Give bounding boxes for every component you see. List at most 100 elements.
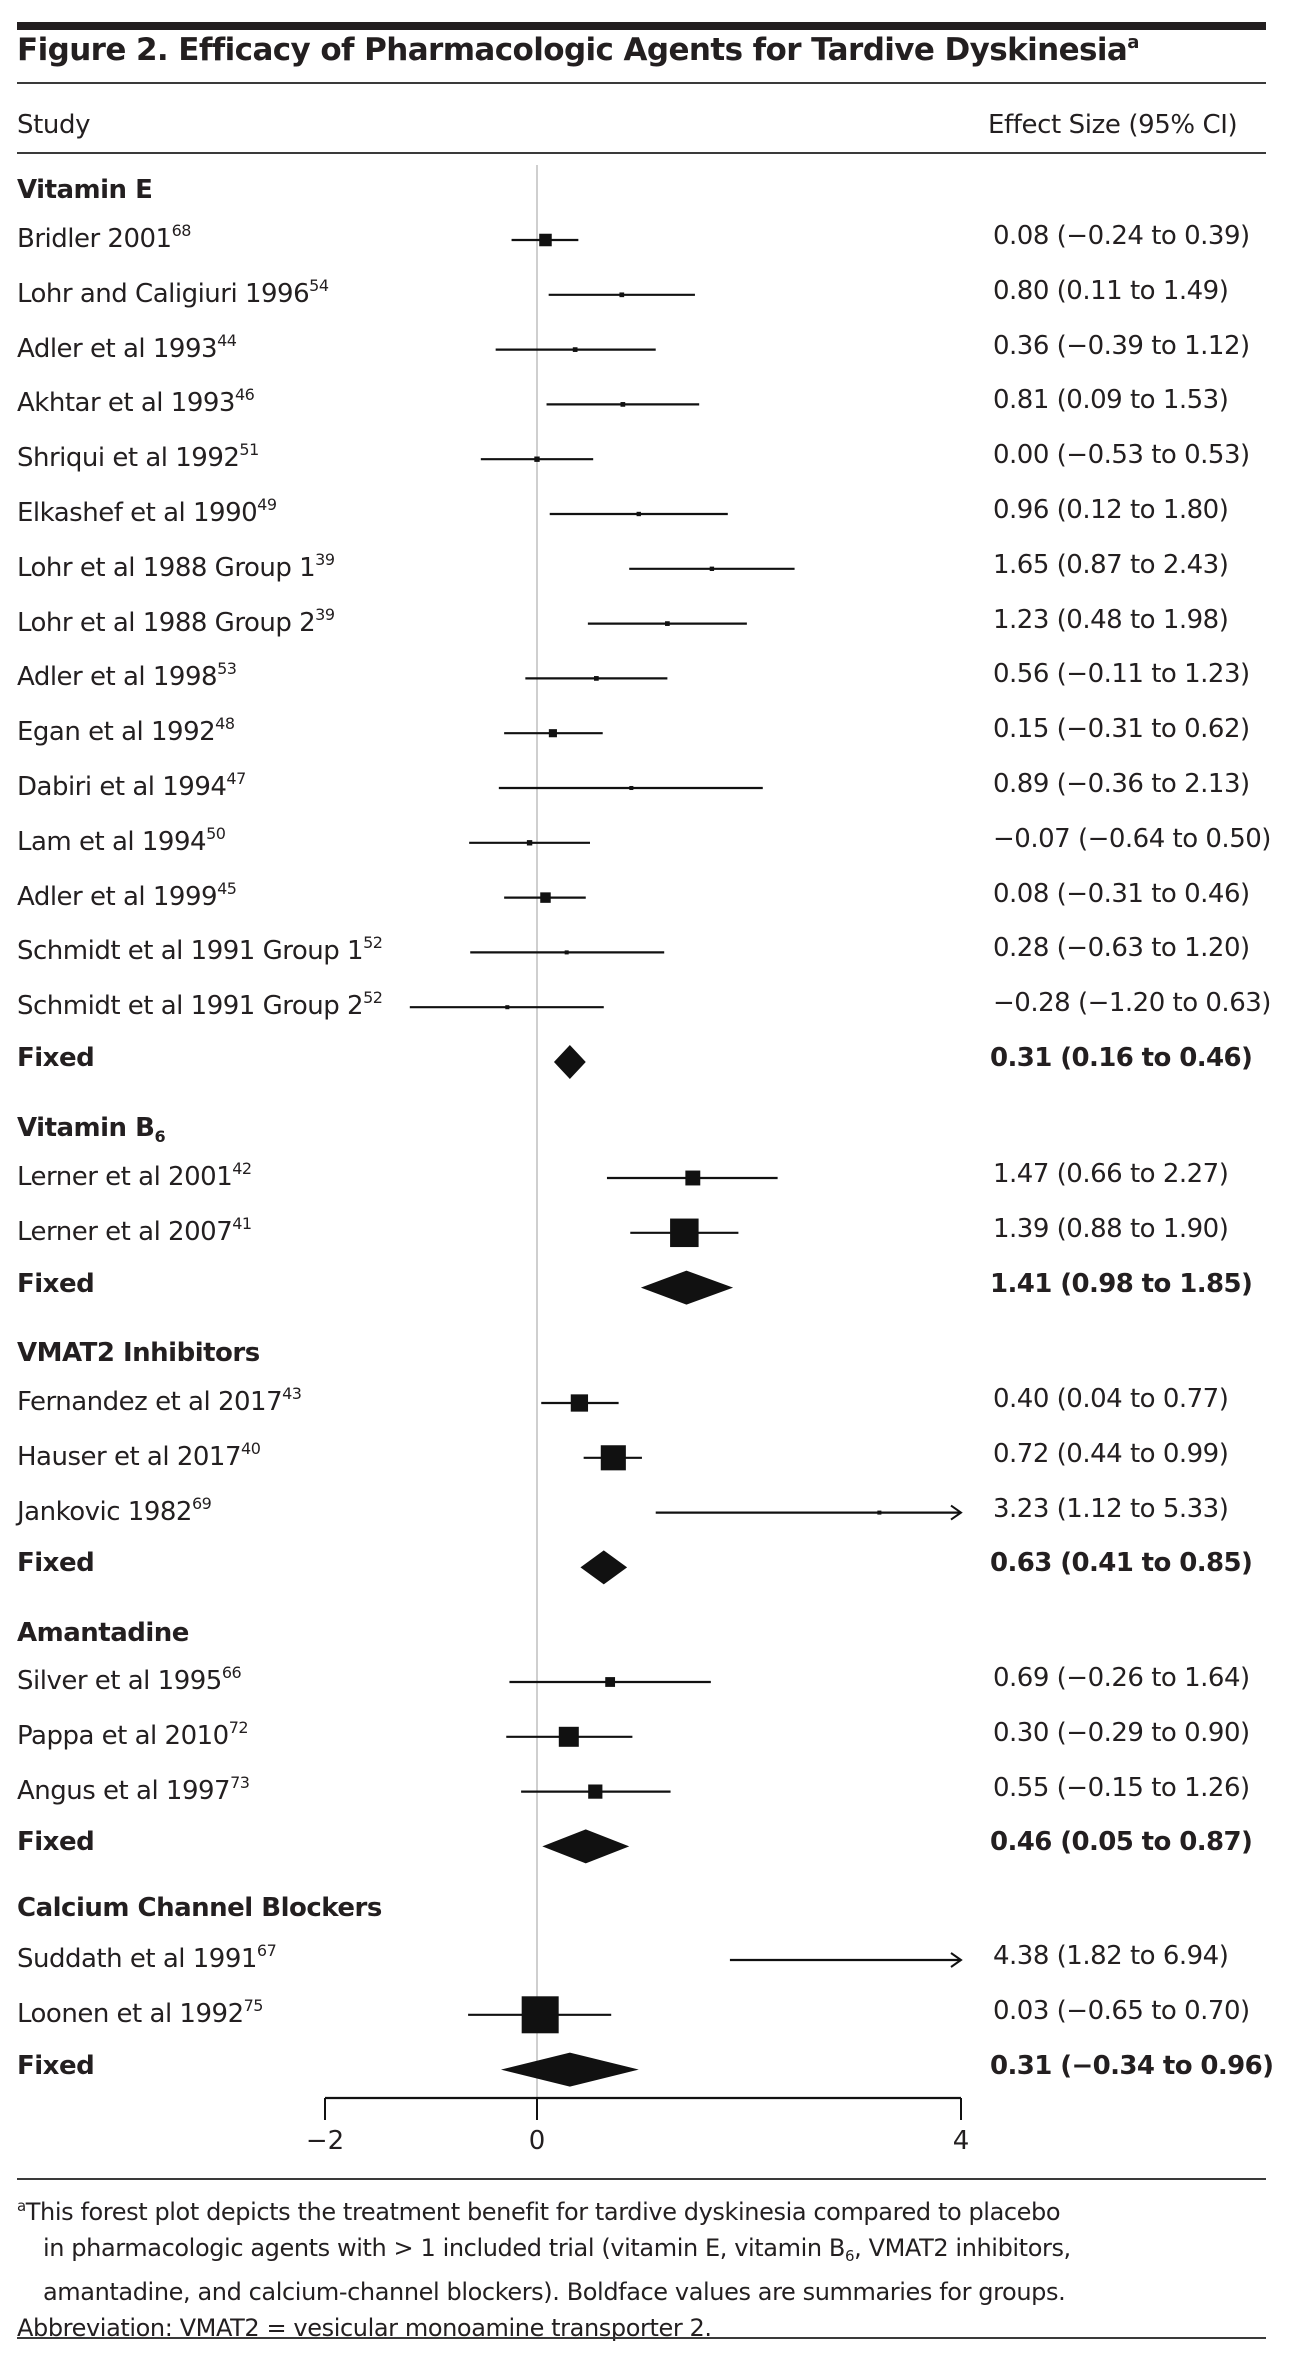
ci-arrow-right (950, 1504, 963, 1521)
point-estimate-box (685, 1170, 701, 1186)
point-estimate-box (636, 511, 641, 517)
study-label: Pappa et al 201072 (17, 1718, 249, 1751)
study-reference: 41 (232, 1213, 252, 1233)
study-reference: 50 (206, 823, 226, 843)
footnote-line-2: in pharmacologic agents with > 1 include… (17, 2230, 1267, 2274)
footnote-line-3: amantadine, and calcium-channel blockers… (43, 2278, 1066, 2306)
group-header: VMAT2 Inhibitors (17, 1338, 260, 1368)
ci-arrow-right (950, 1952, 963, 1968)
study-reference: 44 (217, 330, 237, 350)
group-header: Vitamin B6 (17, 1113, 166, 1146)
summary-label: Fixed (17, 2050, 95, 2081)
group-name: Vitamin E (17, 175, 153, 205)
study-label: Bridler 200168 (17, 221, 191, 254)
footnote-mark: a (17, 2197, 26, 2215)
x-axis-tick-label: 4 (952, 2126, 970, 2156)
footnote-text-2b: , VMAT2 inhibitors, (854, 2234, 1071, 2262)
study-name: Akhtar et al 1993 (17, 388, 235, 419)
study-effect-size: 1.65 (0.87 to 2.43) (993, 549, 1229, 580)
title-footnote-mark: a (1127, 32, 1139, 53)
footnote-text-2a: in pharmacologic agents with > 1 include… (43, 2234, 845, 2262)
title-rule (17, 82, 1266, 84)
study-label: Lohr et al 1988 Group 139 (17, 550, 335, 583)
study-effect-size: 0.96 (0.12 to 1.80) (993, 495, 1229, 525)
study-name: Bridler 2001 (17, 224, 172, 254)
footnote-sub: 6 (844, 2247, 855, 2265)
study-effect-size: 0.81 (0.09 to 1.53) (993, 385, 1229, 416)
study-name: Shriqui et al 1992 (17, 443, 240, 474)
study-effect-size: 0.08 (−0.31 to 0.46) (993, 878, 1250, 909)
study-name: Loonen et al 1992 (17, 1998, 244, 2029)
column-header-effect-size: Effect Size (95% CI) (988, 110, 1238, 140)
study-reference: 39 (315, 604, 335, 624)
footnote-text-1: This forest plot depicts the treatment b… (25, 2198, 1061, 2226)
study-label: Adler et al 199344 (17, 330, 237, 364)
study-effect-size: 0.08 (−0.24 to 0.39) (993, 221, 1250, 251)
study-effect-size: 0.36 (−0.39 to 1.12) (993, 330, 1250, 361)
summary-diamond (542, 1829, 630, 1864)
study-name: Lohr and Caligiuri 1996 (17, 278, 310, 309)
study-label: Angus et al 199773 (17, 1772, 250, 1806)
study-reference: 68 (171, 221, 192, 240)
study-name: Lohr et al 1988 Group 1 (17, 552, 316, 583)
study-reference: 51 (239, 440, 259, 460)
study-reference: 52 (363, 988, 383, 1008)
study-label: Fernandez et al 201743 (17, 1384, 302, 1417)
study-name: Elkashef et al 1990 (17, 498, 258, 528)
summary-effect-size: 0.46 (0.05 to 0.87) (990, 1827, 1253, 1858)
point-estimate-box (619, 292, 625, 298)
point-estimate-box (558, 1726, 579, 1747)
study-label: Lam et al 199450 (17, 823, 226, 857)
point-estimate-box (620, 402, 626, 407)
study-reference: 53 (217, 659, 237, 679)
study-reference: 46 (234, 385, 255, 405)
study-label: Jankovic 198269 (17, 1494, 212, 1527)
group-name: VMAT2 Inhibitors (17, 1338, 260, 1368)
footnote-rule (17, 2178, 1266, 2180)
point-estimate-box (534, 456, 540, 462)
study-effect-size: −0.07 (−0.64 to 0.50) (993, 823, 1271, 854)
summary-label: Fixed (17, 1043, 95, 1073)
study-label: Akhtar et al 199346 (17, 385, 255, 419)
study-label: Dabiri et al 199447 (17, 769, 246, 802)
summary-diamond (553, 1045, 586, 1079)
point-estimate-box (548, 729, 557, 738)
point-estimate-box (564, 950, 569, 955)
study-name: Adler et al 1993 (17, 333, 218, 364)
point-estimate-box (709, 566, 715, 571)
study-reference: 67 (256, 1941, 277, 1960)
study-label: Lerner et al 200142 (17, 1159, 252, 1192)
study-reference: 49 (257, 495, 277, 514)
summary-diamond (580, 1550, 628, 1585)
group-header: Amantadine (17, 1618, 189, 1648)
point-estimate-box (629, 785, 634, 791)
study-label: Hauser et al 201740 (17, 1439, 261, 1472)
study-reference: 73 (230, 1772, 250, 1792)
study-effect-size: 4.38 (1.82 to 6.94) (993, 1941, 1229, 1971)
study-effect-size: 0.40 (0.04 to 0.77) (993, 1384, 1229, 1414)
study-effect-size: 0.15 (−0.31 to 0.62) (993, 714, 1250, 745)
study-reference: 39 (315, 549, 335, 569)
study-label: Egan et al 199248 (17, 714, 235, 747)
study-effect-size: 0.30 (−0.29 to 0.90) (993, 1717, 1250, 1748)
group-name-subscript: 6 (154, 1127, 166, 1146)
study-name: Hauser et al 2017 (17, 1441, 242, 1472)
study-effect-size: 1.39 (0.88 to 1.90) (993, 1213, 1229, 1244)
study-label: Schmidt et al 1991 Group 252 (17, 988, 383, 1021)
study-effect-size: 0.00 (−0.53 to 0.53) (993, 440, 1250, 471)
point-estimate-box (600, 1445, 626, 1471)
group-name: Vitamin B (17, 1113, 155, 1143)
study-effect-size: 0.03 (−0.65 to 0.70) (993, 1995, 1250, 2026)
summary-effect-size: 0.63 (0.41 to 0.85) (990, 1548, 1253, 1579)
point-estimate-box (877, 1510, 882, 1515)
study-effect-size: 0.69 (−0.26 to 1.64) (993, 1663, 1250, 1693)
point-estimate-box (526, 840, 533, 846)
study-name: Pappa et al 2010 (17, 1720, 229, 1751)
study-name: Lerner et al 2007 (17, 1216, 233, 1247)
point-estimate-box (594, 676, 599, 681)
point-estimate-box (521, 1996, 559, 2034)
footnote-abbreviation: Abbreviation: VMAT2 = vesicular monoamin… (17, 2314, 712, 2342)
study-reference: 54 (309, 275, 329, 295)
summary-effect-size: 0.31 (0.16 to 0.46) (990, 1043, 1253, 1073)
x-axis-tick-label: 0 (528, 2126, 546, 2156)
